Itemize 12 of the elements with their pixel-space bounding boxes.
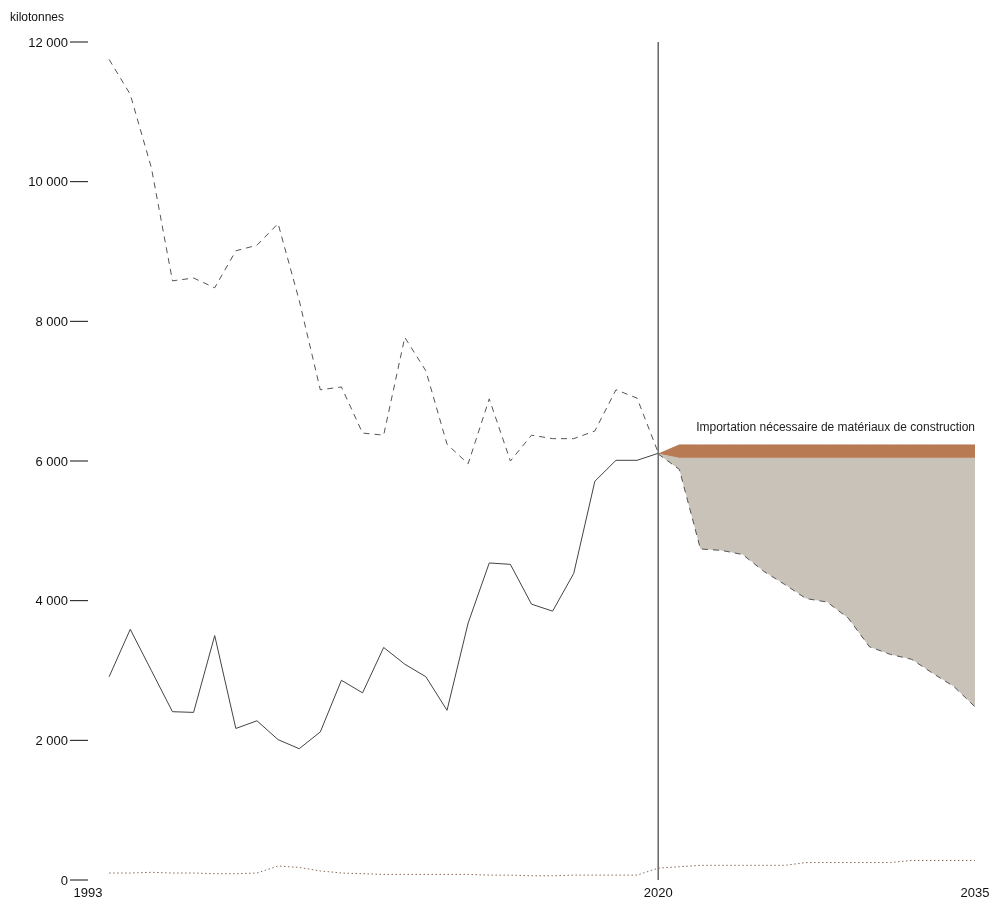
x-tick-label: 1993	[73, 885, 103, 901]
x-tick-label: 2035	[960, 885, 990, 901]
y-tick-label: 10 000	[28, 174, 68, 190]
y-tick-label: 2 000	[35, 732, 68, 748]
y-tick-label: 8 000	[35, 313, 68, 329]
x-tick-label: 2020	[643, 885, 673, 901]
series-label: Importation nécessaire de matériaux de construction	[696, 419, 975, 434]
y-tick-label: 4 000	[35, 593, 68, 609]
y-tick-label: 6 000	[35, 453, 68, 469]
y-tick-label: 12 000	[28, 34, 68, 50]
y-tick-label: 0	[60, 872, 68, 888]
y-axis-title: kilotonnes	[10, 10, 65, 24]
